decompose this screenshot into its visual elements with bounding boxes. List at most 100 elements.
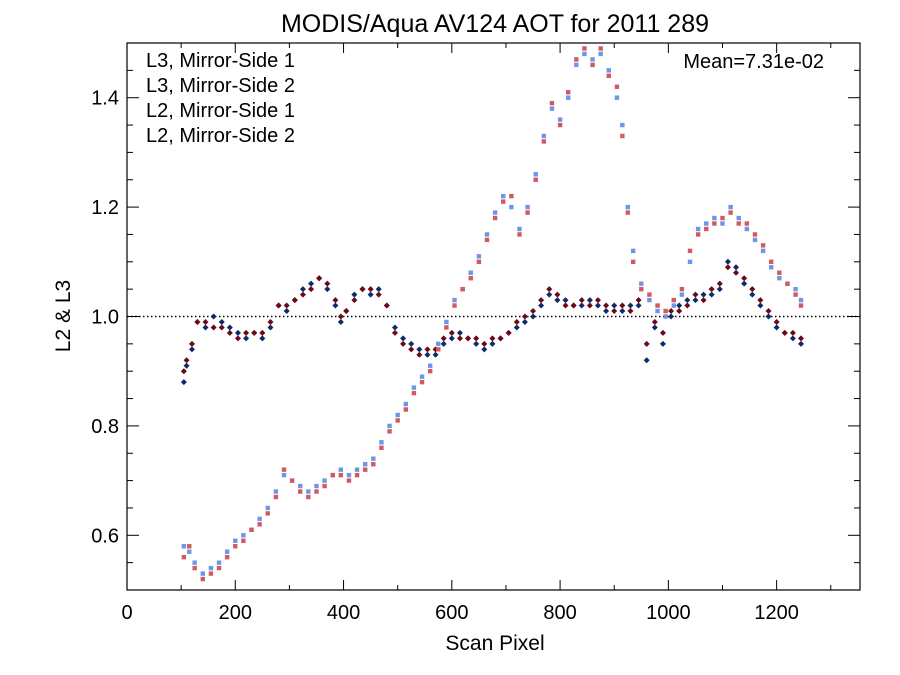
data-point-series-2 xyxy=(594,297,601,304)
data-point-series-2 xyxy=(586,302,593,309)
data-point-series-3 xyxy=(793,286,798,292)
data-point-series-3 xyxy=(509,204,514,210)
data-point-series-1 xyxy=(789,335,796,342)
data-point-series-2 xyxy=(643,340,650,347)
data-point-series-3 xyxy=(492,210,498,215)
data-point-series-2 xyxy=(716,280,723,287)
data-point-series-2 xyxy=(505,329,512,336)
data-point-series-2 xyxy=(611,308,618,315)
data-point-series-3 xyxy=(444,319,449,325)
data-point-series-1 xyxy=(456,329,463,336)
data-point-series-3 xyxy=(736,215,741,221)
data-point-series-4 xyxy=(338,472,344,478)
data-point-series-4 xyxy=(233,544,238,549)
data-point-series-1 xyxy=(530,313,537,320)
data-point-series-4 xyxy=(541,139,547,144)
data-point-series-3 xyxy=(687,259,693,264)
data-point-series-1 xyxy=(400,335,407,342)
data-point-series-3 xyxy=(777,276,782,281)
data-point-series-3 xyxy=(354,467,360,472)
data-point-series-2 xyxy=(456,335,463,342)
data-point-series-4 xyxy=(574,57,579,62)
data-point-series-2 xyxy=(578,297,585,304)
y-tick-label: 0.6 xyxy=(91,525,119,547)
data-point-series-4 xyxy=(614,84,620,89)
data-point-series-3 xyxy=(549,106,555,111)
data-point-series-3 xyxy=(728,204,733,210)
data-point-series-4 xyxy=(314,489,319,494)
mean-annotation: Mean=7.31e-02 xyxy=(683,51,824,73)
data-point-series-4 xyxy=(620,133,625,139)
data-point-series-2 xyxy=(267,318,274,325)
data-point-series-4 xyxy=(436,347,441,352)
data-point-series-3 xyxy=(769,265,774,270)
data-point-series-4 xyxy=(687,248,693,254)
data-point-series-4 xyxy=(663,308,668,314)
data-point-series-1 xyxy=(611,302,618,309)
data-point-series-3 xyxy=(306,489,311,494)
data-point-series-4 xyxy=(625,210,630,215)
data-point-series-2 xyxy=(521,313,528,320)
data-point-series-4 xyxy=(281,467,287,472)
data-point-series-4 xyxy=(630,259,636,264)
data-point-series-3 xyxy=(704,221,709,226)
data-point-series-4 xyxy=(476,259,482,264)
data-point-series-1 xyxy=(700,291,707,298)
data-point-series-1 xyxy=(448,335,455,342)
data-point-series-3 xyxy=(671,303,676,308)
data-point-series-3 xyxy=(655,308,660,314)
data-point-series-1 xyxy=(202,324,209,331)
data-point-series-2 xyxy=(781,329,788,336)
data-point-series-3 xyxy=(281,472,287,478)
data-point-series-4 xyxy=(655,303,660,308)
data-point-series-2 xyxy=(562,302,569,309)
data-point-series-3 xyxy=(241,533,246,538)
data-point-series-4 xyxy=(549,100,555,106)
data-point-series-2 xyxy=(554,291,561,298)
data-point-series-4 xyxy=(181,554,187,560)
data-point-series-3 xyxy=(663,314,668,319)
data-point-series-4 xyxy=(720,215,725,221)
data-point-series-3 xyxy=(590,57,595,62)
data-point-series-4 xyxy=(249,527,254,533)
data-point-series-4 xyxy=(306,494,311,500)
data-point-series-2 xyxy=(676,308,683,315)
data-point-series-3 xyxy=(630,248,636,254)
data-point-series-4 xyxy=(492,215,498,221)
data-point-series-3 xyxy=(620,122,625,128)
data-point-series-2 xyxy=(797,335,804,342)
data-point-series-2 xyxy=(383,302,390,309)
data-point-series-2 xyxy=(424,346,431,353)
data-point-series-4 xyxy=(427,369,433,374)
data-point-series-1 xyxy=(676,302,683,309)
data-point-series-3 xyxy=(582,51,587,57)
data-point-series-3 xyxy=(224,549,230,554)
data-point-series-4 xyxy=(371,461,376,467)
data-point-series-3 xyxy=(411,385,417,390)
legend-entry-3: L2, Mirror-Side 1 xyxy=(146,100,295,122)
data-point-series-4 xyxy=(187,544,192,549)
data-point-series-4 xyxy=(533,177,538,182)
data-point-series-1 xyxy=(408,340,415,347)
data-point-series-4 xyxy=(712,221,717,226)
data-point-series-1 xyxy=(391,324,398,331)
data-point-series-4 xyxy=(704,226,709,232)
data-point-series-2 xyxy=(757,297,764,304)
data-point-series-1 xyxy=(578,302,585,309)
chart-title: MODIS/Aqua AV124 AOT for 2011 289 xyxy=(281,10,709,38)
data-point-series-3 xyxy=(314,483,319,489)
data-point-series-4 xyxy=(728,210,733,215)
data-point-series-1 xyxy=(708,291,715,298)
data-point-series-1 xyxy=(473,340,480,347)
x-tick-label: 400 xyxy=(327,602,360,624)
data-point-series-3 xyxy=(566,95,571,100)
data-point-series-2 xyxy=(180,368,187,375)
data-point-series-2 xyxy=(724,264,731,271)
data-point-series-4 xyxy=(752,232,758,237)
data-point-series-1 xyxy=(521,318,528,325)
data-point-series-4 xyxy=(769,259,774,264)
data-point-series-1 xyxy=(432,351,439,358)
x-tick-label: 0 xyxy=(121,602,132,624)
data-point-series-2 xyxy=(367,286,374,293)
x-axis-label: Scan Pixel xyxy=(445,632,544,655)
